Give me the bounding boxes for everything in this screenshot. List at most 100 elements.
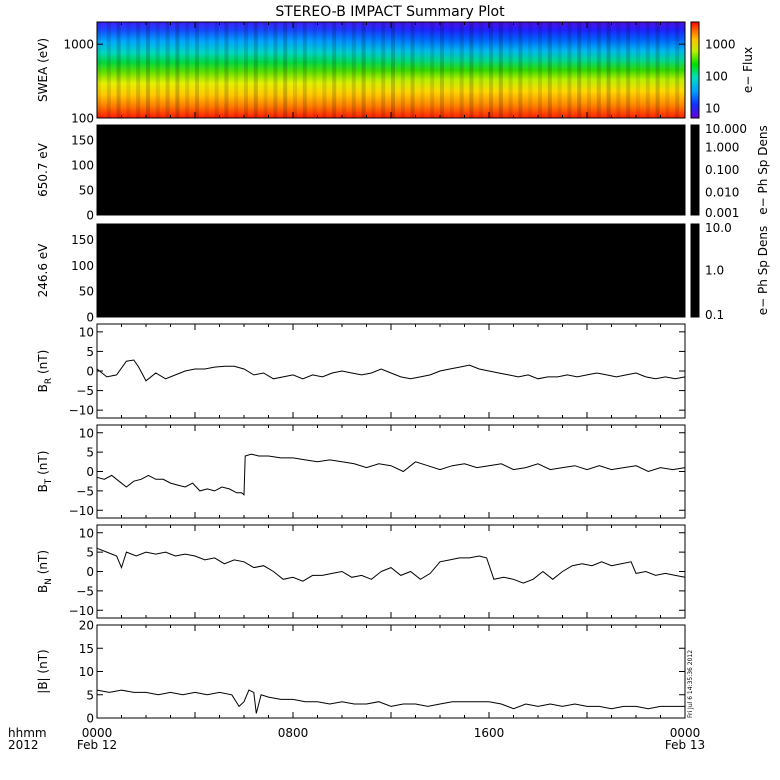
field-trace <box>96 359 686 382</box>
spectrogram-stripe <box>606 22 611 118</box>
time-tick-label: 0000 <box>670 726 701 740</box>
field-trace <box>96 547 686 584</box>
spectrogram-stripe <box>567 22 572 118</box>
pitch-angle-fill <box>97 125 685 215</box>
y-tick-label: 10 <box>79 665 94 679</box>
y-tick-label: −10 <box>69 404 94 418</box>
y-axis-label: BN (nT) <box>36 550 54 593</box>
spectrogram-stripe <box>616 22 621 118</box>
spectrogram-stripe <box>224 22 229 118</box>
spectrogram-stripe <box>626 22 631 118</box>
colorbar-label: e− Ph Sp Dens <box>756 226 770 315</box>
y-tick-label: 0 <box>86 712 94 726</box>
spectrogram-stripe <box>538 22 542 118</box>
spectrogram-stripe <box>204 22 209 118</box>
y-tick-label: 10 <box>79 325 94 339</box>
spectrogram-stripe <box>361 22 366 118</box>
time-tick-label: 0800 <box>278 726 309 740</box>
spectrogram-stripe <box>469 22 474 118</box>
spectrogram-stripe <box>195 22 199 118</box>
y-tick-label: 5 <box>86 446 94 460</box>
spectrogram-stripe <box>263 22 268 118</box>
spectrogram-stripe <box>155 22 160 118</box>
spectrogram-stripe <box>547 22 552 118</box>
colorbar <box>690 223 700 318</box>
spectrogram-stripe <box>244 22 248 118</box>
spectrogram-stripe <box>655 22 660 118</box>
y-tick-label: −10 <box>69 604 94 618</box>
spectrogram-stripe <box>185 22 190 118</box>
y-tick-label: 150 <box>71 134 94 148</box>
y-tick-label: 50 <box>79 285 94 299</box>
spectrogram-stripe <box>234 22 239 118</box>
y-axis-label: 650.7 eV <box>36 142 50 197</box>
spectrogram-stripe <box>645 22 650 118</box>
panel-1: 100 1000 SWEA (eV) 10 100 1000 e− Flux <box>36 21 755 126</box>
y-tick-label: 0 <box>86 565 94 579</box>
spectrogram-stripe <box>518 22 523 118</box>
colorbar-label: e− Flux <box>741 47 755 93</box>
spectrogram-stripe <box>342 22 346 118</box>
y-tick-label: 5 <box>86 345 94 359</box>
colorbar-tick-label: 0.001 <box>705 206 739 220</box>
spectrogram-stripe <box>479 22 484 118</box>
field-trace <box>96 453 686 496</box>
y-axis-label: BR (nT) <box>36 350 54 393</box>
spectrogram-stripe <box>391 22 395 118</box>
spectrogram-stripe <box>97 22 101 118</box>
colorbar-tick-label: 1.0 <box>705 264 724 278</box>
y-tick-label: 15 <box>79 642 94 656</box>
spectrogram-stripe <box>332 22 337 118</box>
y-tick-label: 150 <box>71 233 94 247</box>
pitch-angle-fill <box>97 224 685 317</box>
y-tick-label: 100 <box>71 259 94 273</box>
spectrogram-stripe <box>498 22 503 118</box>
y-tick-label: 0 <box>86 465 94 479</box>
colorbar-tick-label: 0.1 <box>705 308 724 322</box>
spectrogram-stripe <box>283 22 288 118</box>
colorbar-tick-label: 0.010 <box>705 186 739 200</box>
y-axis-label: SWEA (eV) <box>36 38 50 102</box>
y-tick-label: 50 <box>79 184 94 198</box>
spectrogram-stripe <box>175 22 180 118</box>
spectrogram-stripe <box>322 22 327 118</box>
spectrogram-stripe <box>508 22 513 118</box>
time-hhmm-label: hhmm <box>8 726 47 740</box>
y-tick-label: −5 <box>76 484 94 498</box>
date-label: Feb 13 <box>665 738 705 752</box>
y-tick-label: 0 <box>86 311 94 325</box>
y-tick-label: 5 <box>86 546 94 560</box>
spectrogram-stripe <box>126 22 131 118</box>
panel-4: −10 −5 0 5 10 BR (nT) <box>36 323 686 419</box>
spectrogram-stripe <box>665 22 670 118</box>
y-tick-label: 5 <box>86 688 94 702</box>
time-tick-label: 0000 <box>82 726 113 740</box>
panel-3: 0 50 100 150 246.6 eV 0.1 1.0 10.0 e− Ph Sp Dens <box>36 221 770 325</box>
spectrogram-stripe <box>410 22 415 118</box>
panel-frame <box>96 624 686 719</box>
spectrogram-stripe <box>636 22 640 118</box>
colorbar-tick-label: 10 <box>705 101 720 115</box>
spectrogram-stripe <box>351 22 356 118</box>
spectrogram-stripe <box>587 22 591 118</box>
spectrogram-stripe <box>253 22 258 118</box>
date-label: Feb 12 <box>77 738 117 752</box>
spectrogram-stripe <box>528 22 533 118</box>
creation-stamp: Fri Jul 6 14:35:36 2012 <box>687 650 694 718</box>
spectrogram-stripe <box>430 22 435 118</box>
colorbar <box>690 21 700 119</box>
colorbar-label: e− Ph Sp Dens <box>756 125 770 214</box>
panel-2: 0 50 100 150 650.7 eV 0.001 0.010 0.100 1.000 10.… <box>36 122 770 223</box>
y-axis-label: 246.6 eV <box>36 243 50 298</box>
field-trace <box>96 689 685 714</box>
panel-6: −10 −5 0 5 10 BN (nT) <box>36 524 686 619</box>
spectrogram-stripe <box>302 22 307 118</box>
spectrogram-stripe <box>146 22 150 118</box>
colorbar-tick-label: 10.0 <box>705 221 732 235</box>
y-tick-label: 1000 <box>63 38 94 52</box>
y-tick-label: 20 <box>79 619 94 633</box>
